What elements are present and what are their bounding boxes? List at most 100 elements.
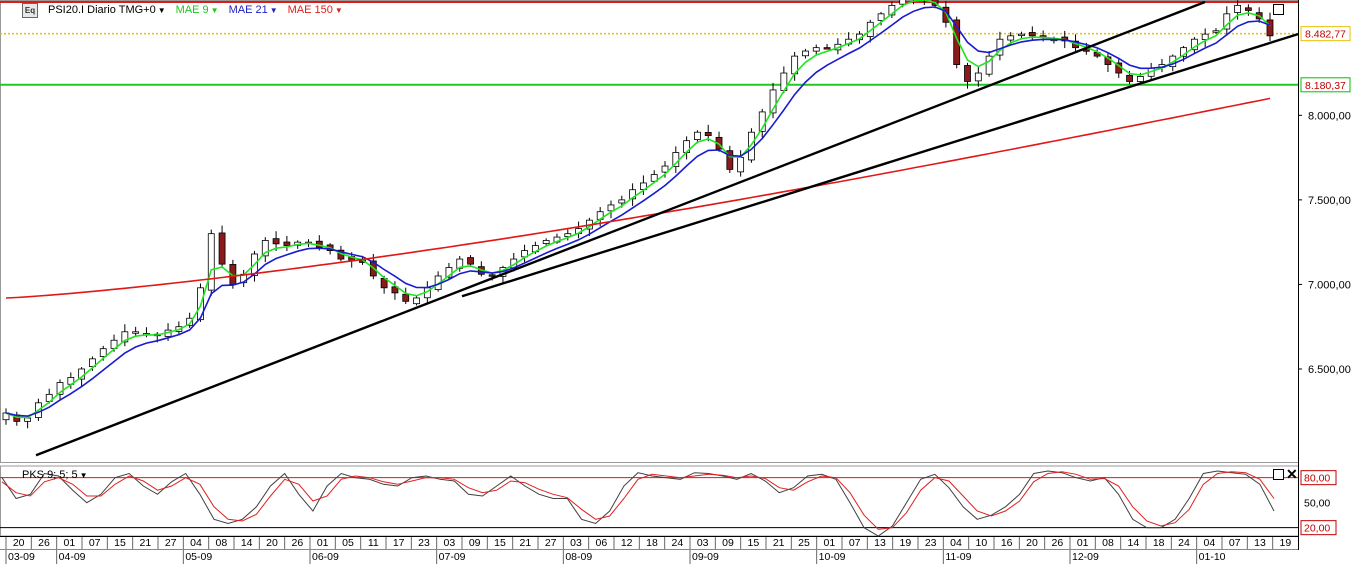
indicator-ma21-label: MAE 21 xyxy=(228,4,268,16)
time-tick-label: 20 xyxy=(1026,537,1038,549)
candle-body xyxy=(1018,33,1025,37)
time-tick-label: 21 xyxy=(773,537,785,549)
indicator-ma150-label: MAE 150 xyxy=(287,4,333,16)
candle-body xyxy=(402,293,410,302)
time-tick-label: 25 xyxy=(798,537,810,549)
candle-body xyxy=(964,65,971,82)
maximize-button[interactable] xyxy=(1273,4,1284,15)
candle-body xyxy=(56,382,64,395)
time-tick-label: 21 xyxy=(519,537,531,549)
candle-body xyxy=(866,21,874,37)
price-tick-label: 8.000,00 xyxy=(1308,110,1351,122)
time-tick-label: 23 xyxy=(418,537,430,549)
ma150-line xyxy=(5,97,1271,299)
oscillator-pane xyxy=(0,465,1299,537)
candle-body xyxy=(1007,35,1015,41)
indicator-ma9[interactable]: MAE 9 ▼ xyxy=(176,4,219,16)
time-tick-label: 18 xyxy=(1153,537,1165,549)
time-tick-label: 15 xyxy=(494,537,506,549)
time-tick-label: 20 xyxy=(266,537,278,549)
candle-body xyxy=(132,331,140,334)
candle-body xyxy=(1126,74,1133,82)
month-label: 10-09 xyxy=(819,551,846,563)
time-tick-label: 13 xyxy=(874,537,886,549)
candle-body xyxy=(769,89,777,114)
candle-body xyxy=(218,232,226,265)
maximize-oscillator-button[interactable] xyxy=(1273,469,1284,480)
candle-body xyxy=(899,0,907,5)
month-label: 01-10 xyxy=(1199,551,1226,563)
chevron-down-icon: ▼ xyxy=(210,5,219,15)
time-tick-label: 14 xyxy=(241,537,253,549)
time-tick-label: 15 xyxy=(747,537,759,549)
candle-body xyxy=(24,417,32,422)
time-tick-label: 09 xyxy=(722,537,734,549)
oscillator-axis-label: 20,00 xyxy=(1304,523,1330,535)
candle-body xyxy=(564,233,572,237)
time-tick-label: 07 xyxy=(1229,537,1241,549)
chevron-down-icon: ▼ xyxy=(334,5,343,15)
candle-body xyxy=(2,412,10,421)
month-label: 09-09 xyxy=(692,551,719,563)
candle-body xyxy=(391,286,399,294)
candle-body xyxy=(704,131,712,137)
candle-body xyxy=(802,50,809,57)
time-tick-label: 09 xyxy=(469,537,481,549)
indicator-ma21[interactable]: MAE 21 ▼ xyxy=(229,4,278,16)
ma21-line xyxy=(5,6,1271,417)
candle-body xyxy=(272,238,280,245)
oscillator-axis-label: 50,00 xyxy=(1304,498,1330,510)
close-icon[interactable]: ✕ xyxy=(1286,466,1298,482)
candle-body xyxy=(1212,30,1220,33)
time-tick-label: 01 xyxy=(317,537,329,549)
candle-body xyxy=(283,241,291,246)
indicator-ma9-label: MAE 9 xyxy=(175,4,209,16)
candle-body xyxy=(650,174,658,182)
oscillator-header[interactable]: PKS 9; 5; 5 ▼ xyxy=(22,468,88,482)
time-tick-label: 01 xyxy=(1077,537,1089,549)
time-tick-label: 17 xyxy=(393,537,405,549)
time-tick-label: 21 xyxy=(139,537,151,549)
time-tick-label: 19 xyxy=(899,537,911,549)
time-tick-label: 19 xyxy=(1279,537,1291,549)
candle-body xyxy=(737,157,745,173)
time-tick-label: 03 xyxy=(570,537,582,549)
time-tick-label: 27 xyxy=(545,537,557,549)
candle-body xyxy=(694,131,701,140)
candle-body xyxy=(974,72,982,82)
time-tick-label: 26 xyxy=(291,537,303,549)
time-tick-label: 08 xyxy=(1102,537,1114,549)
time-tick-label: 01 xyxy=(63,537,75,549)
candle-body xyxy=(953,19,961,65)
candle-body xyxy=(261,240,269,257)
trend-1-line xyxy=(35,0,1206,457)
time-tick-label: 26 xyxy=(1051,537,1063,549)
time-tick-label: 05 xyxy=(342,537,354,549)
candle-body xyxy=(607,204,615,212)
trend-2-line xyxy=(461,32,1299,298)
month-label: 04-09 xyxy=(59,551,86,563)
time-tick-label: 27 xyxy=(165,537,177,549)
oscillator-axis-label: 80,00 xyxy=(1304,473,1330,485)
symbol-selector[interactable]: PSI20.I Diario TMG+0 ▼ xyxy=(48,4,166,16)
equity-icon[interactable]: Eq xyxy=(22,2,38,18)
time-tick-label: 03 xyxy=(443,537,455,549)
oscillator-label: PKS 9; 5; 5 xyxy=(22,469,78,481)
candle-body xyxy=(99,348,107,357)
month-label: 03-09 xyxy=(8,551,35,563)
price-tick-label: 7.000,00 xyxy=(1308,279,1351,291)
time-tick-label: 04 xyxy=(190,537,202,549)
candle-body xyxy=(445,267,453,278)
candle-body xyxy=(413,297,420,305)
chart-header: Eq PSI20.I Diario TMG+0 ▼ MAE 9 ▼ MAE 21… xyxy=(22,2,343,18)
candle-body xyxy=(1028,32,1036,37)
chevron-down-icon: ▼ xyxy=(79,470,88,480)
month-label: 06-09 xyxy=(312,551,339,563)
level-label: 8.482,77 xyxy=(1305,29,1346,41)
candle-body xyxy=(1234,4,1241,13)
candle-body xyxy=(888,4,896,16)
time-tick-label: 18 xyxy=(646,537,658,549)
candle-body xyxy=(1266,19,1274,37)
indicator-ma150[interactable]: MAE 150 ▼ xyxy=(288,4,343,16)
